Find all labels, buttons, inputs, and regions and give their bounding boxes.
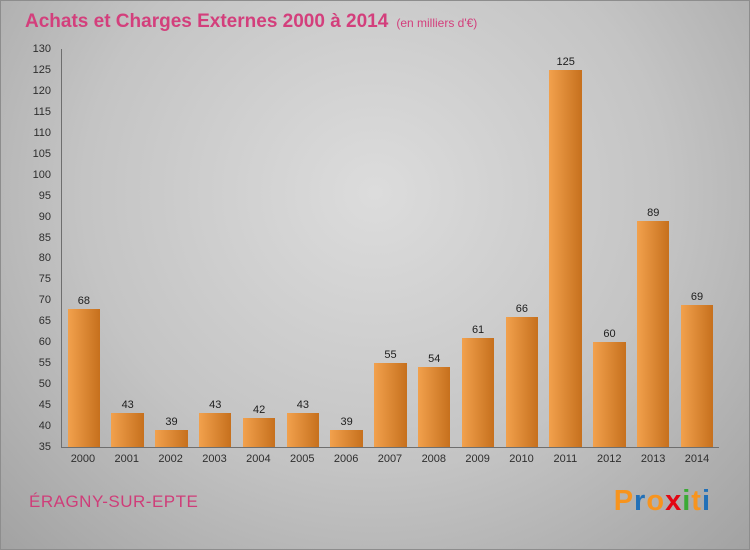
- bar: [680, 304, 714, 447]
- bar-slot: 54: [412, 49, 456, 447]
- bar-slot: 66: [500, 49, 544, 447]
- city-label: ÉRAGNY-SUR-EPTE: [29, 491, 199, 511]
- x-tick-label: 2012: [597, 453, 622, 465]
- x-tick-label: 2002: [158, 453, 183, 465]
- bar-value-label: 66: [515, 303, 528, 316]
- y-tick-label: 85: [38, 231, 51, 244]
- bar: [330, 430, 363, 447]
- bar: [67, 308, 101, 447]
- proxiti-logo: Proxiti: [614, 485, 711, 518]
- bar-value-label: 42: [252, 403, 266, 416]
- bar-value-label: 43: [209, 399, 222, 412]
- y-tick-label: 40: [38, 420, 51, 433]
- bar-slot: 43: [193, 49, 237, 447]
- bar-slot: 55: [369, 49, 413, 447]
- bar-slot: 42: [237, 49, 281, 447]
- bar-value-label: 61: [471, 324, 485, 337]
- y-tick-label: 65: [38, 315, 51, 328]
- bar: [505, 317, 539, 447]
- bar-value-label: 43: [121, 399, 134, 412]
- plot-area: 68 43 39 43 42 43 39 55 54 61 66 125 60 89 69: [61, 49, 719, 448]
- bar-value-label: 89: [647, 206, 660, 219]
- bar: [637, 220, 670, 447]
- y-tick-label: 90: [38, 210, 51, 223]
- bar-slot: 125: [544, 49, 588, 447]
- y-axis: 35 40 45 50 55 60 65 70 75 80 85 90 95 100 105 110 115 12…: [21, 43, 59, 453]
- y-tick-label: 45: [38, 399, 51, 412]
- bar: [374, 363, 407, 447]
- x-tick-label: 2011: [553, 453, 578, 465]
- x-tick-label: 2010: [509, 453, 534, 465]
- y-tick-label: 70: [38, 294, 51, 307]
- y-tick-label: 35: [38, 441, 51, 453]
- logo-letter: o: [646, 485, 666, 517]
- logo-letter: t: [691, 485, 702, 517]
- x-tick-label: 2005: [289, 453, 315, 465]
- bar: [418, 367, 451, 447]
- y-tick-label: 80: [38, 252, 51, 265]
- bar-slot: 39: [150, 49, 194, 447]
- bar-slot: 68: [62, 49, 106, 447]
- bar-value-label: 43: [296, 399, 309, 412]
- logo-letter: P: [613, 485, 635, 517]
- y-tick-label: 50: [38, 378, 51, 391]
- x-tick-label: 2004: [246, 453, 271, 465]
- bar-slot: 39: [325, 49, 369, 447]
- footer: ÉRAGNY-SUR-EPTE Proxiti: [29, 485, 711, 518]
- x-axis: 2000 2001 2002 2003 2004 2005 2006 2007 2008 2009…: [61, 453, 719, 465]
- x-tick-label: 2001: [114, 453, 140, 465]
- bar-slot: 43: [106, 49, 150, 447]
- bar-value-label: 55: [384, 349, 397, 362]
- x-tick-label: 2013: [640, 453, 666, 465]
- bar: [286, 413, 320, 447]
- chart-header: Achats et Charges Externes 2000 à 2014 (e…: [25, 11, 749, 33]
- y-tick-label: 130: [32, 43, 51, 55]
- bar: [461, 338, 495, 447]
- bar-value-label: 54: [428, 353, 441, 366]
- bar-value-label: 69: [690, 290, 704, 303]
- y-tick-label: 120: [32, 84, 51, 97]
- x-tick-label: 2006: [333, 453, 359, 465]
- bar-value-label: 125: [556, 55, 575, 68]
- bars: 68 43 39 43 42 43 39 55 54 61 66 125 60 89 69: [62, 49, 719, 447]
- bar: [155, 430, 188, 447]
- y-tick-label: 55: [38, 357, 51, 370]
- bar-value-label: 68: [77, 294, 91, 307]
- y-tick-label: 75: [38, 273, 51, 286]
- x-tick-label: 2003: [202, 453, 227, 465]
- bar: [593, 342, 626, 447]
- bar-value-label: 39: [340, 416, 353, 429]
- bar-slot: 69: [675, 49, 719, 447]
- x-tick-label: 2007: [377, 453, 403, 465]
- x-tick-label: 2000: [70, 453, 96, 465]
- logo-letter: r: [634, 485, 647, 517]
- y-tick-label: 100: [32, 168, 51, 181]
- bar-slot: 60: [588, 49, 632, 447]
- bar: [242, 417, 276, 447]
- logo-letter: i: [701, 485, 711, 517]
- y-tick-label: 110: [33, 126, 51, 139]
- y-tick-label: 60: [38, 336, 51, 349]
- bar: [549, 69, 582, 447]
- bar-slot: 89: [631, 49, 675, 447]
- chart-subtitle: (en milliers d'€): [396, 16, 478, 30]
- x-tick-label: 2008: [421, 453, 447, 465]
- x-tick-label: 2014: [684, 453, 710, 465]
- y-tick-label: 115: [33, 105, 51, 118]
- bar-slot: 61: [456, 49, 500, 447]
- chart-title: Achats et Charges Externes 2000 à 2014: [25, 11, 389, 32]
- logo-letter: i: [682, 485, 692, 517]
- bar-value-label: 39: [165, 416, 178, 429]
- bar: [111, 413, 144, 447]
- bar-value-label: 60: [603, 328, 616, 341]
- logo-letter: x: [665, 485, 683, 517]
- bar: [199, 413, 232, 447]
- y-tick-label: 125: [32, 63, 51, 76]
- y-tick-label: 105: [32, 147, 51, 160]
- chart: 35 40 45 50 55 60 65 70 75 80 85 90 95 100 105 110 115 12…: [21, 43, 719, 465]
- y-tick-label: 95: [38, 189, 51, 202]
- bar-slot: 43: [281, 49, 325, 447]
- x-tick-label: 2009: [465, 453, 490, 465]
